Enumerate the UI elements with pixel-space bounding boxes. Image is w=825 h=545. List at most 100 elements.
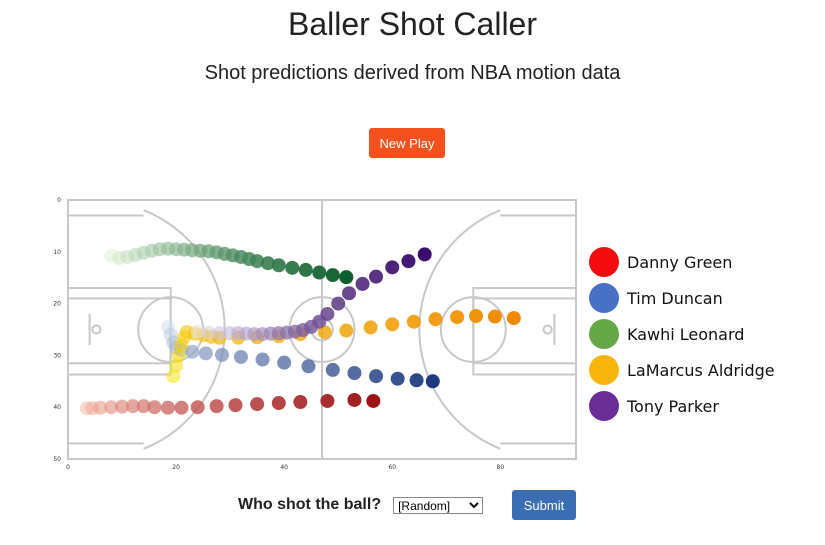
trajectory-point-danny-green [293,395,308,410]
ft-circle-right [439,296,507,363]
trajectory-point-tony-parker [331,296,346,311]
trajectory-point-danny-green [136,399,151,414]
trajectory-point-kawhi-leonard [339,270,354,285]
legend-label-kawhi-leonard: Kawhi Leonard [627,324,745,344]
question-row: Who shot the ball? [Random] [238,490,484,520]
player-legend: Danny Green Tim Duncan Kawhi Leonard LaM… [589,244,775,424]
trajectory-point-tony-parker [355,276,370,291]
legend-swatch-lamarcus-aldridge [589,355,619,385]
page-subtitle: Shot predictions derived from NBA motion… [204,62,621,84]
legend-item-lamarcus-aldridge: LaMarcus Aldridge [589,352,775,388]
trajectory-point-tim-duncan [185,344,200,359]
trajectory-marks [79,241,521,416]
trajectory-point-lamarcus-aldridge [385,317,400,332]
trajectory-point-kawhi-leonard [285,260,300,275]
lane-inner-left [67,297,172,365]
trajectory-point-kawhi-leonard [271,258,286,273]
trajectory-point-tim-duncan [215,347,230,362]
trajectory-point-tony-parker [369,269,384,284]
x-tick-label: 0 [66,464,70,471]
trajectory-point-danny-green [366,393,381,408]
trajectory-point-tim-duncan [255,352,270,367]
trajectory-point-danny-green [228,398,243,413]
trajectory-point-kawhi-leonard [325,268,340,283]
shooter-question: Who shot the ball? [238,496,382,513]
lane-inner-right [472,297,578,365]
y-tick-label: 50 [53,456,61,463]
trajectory-point-tony-parker [212,326,227,341]
legend-label-tony-parker: Tony Parker [627,396,719,416]
trajectory-point-danny-green [93,400,108,415]
y-tick-label: 10 [53,249,61,256]
legend-label-tim-duncan: Tim Duncan [627,288,723,308]
trajectory-point-tony-parker [201,325,216,340]
submit-button[interactable]: Submit [512,490,576,520]
trajectory-point-danny-green [209,399,224,414]
trajectory-point-danny-green [115,399,130,414]
trajectory-point-danny-green [174,400,189,415]
trajectory-point-tony-parker [190,324,205,339]
trajectory-point-tim-duncan [369,369,384,384]
trajectory-point-danny-green [347,392,362,407]
court-plot: 0 20 40 60 80 0 10 20 30 40 50 [40,190,585,477]
trajectory-point-lamarcus-aldridge [406,314,421,329]
legend-swatch-danny-green [589,247,619,277]
trajectory-point-danny-green [190,400,205,415]
legend-swatch-kawhi-leonard [589,319,619,349]
trajectory-point-tim-duncan [233,349,248,364]
trajectory-point-tony-parker [320,306,335,321]
page-title: Baller Shot Caller [288,6,537,42]
trajectory-point-tim-duncan [301,359,316,374]
trajectory-point-tim-duncan [425,374,440,389]
trajectory-point-tim-duncan [390,371,405,386]
trajectory-point-danny-green [125,399,140,414]
legend-item-kawhi-leonard: Kawhi Leonard [589,316,775,352]
trajectory-point-lamarcus-aldridge [363,320,378,335]
trajectory-point-kawhi-leonard [312,265,327,280]
trajectory-point-kawhi-leonard [298,262,313,277]
trajectory-point-kawhi-leonard [260,256,275,271]
x-tick-label: 80 [497,464,505,471]
trajectory-point-lamarcus-aldridge [506,311,521,326]
trajectory-point-tony-parker [401,254,416,269]
trajectory-point-danny-green [271,396,286,411]
legend-label-lamarcus-aldridge: LaMarcus Aldridge [627,360,775,380]
rim-right [542,324,553,335]
trajectory-point-danny-green [104,400,119,415]
trajectory-point-lamarcus-aldridge [317,325,332,340]
trajectory-point-danny-green [147,400,162,415]
trajectory-point-danny-green [160,400,175,415]
shooter-select[interactable]: [Random] [393,496,484,514]
court-chart: 0 20 40 60 80 0 10 20 30 40 50 [53,197,578,471]
three-point-arc-right [418,209,501,450]
y-tick-label: 30 [53,352,61,359]
trajectory-point-lamarcus-aldridge [339,323,354,338]
trajectory-point-tim-duncan [409,373,424,388]
x-tick-label: 20 [172,464,180,471]
trajectory-point-lamarcus-aldridge [469,309,484,324]
legend-swatch-tony-parker [589,391,619,421]
rim-left [91,324,102,335]
x-tick-label: 40 [280,464,288,471]
legend-label-danny-green: Danny Green [627,252,733,272]
trajectory-point-tim-duncan [277,355,292,370]
trajectory-point-tim-duncan [347,366,362,381]
legend-item-danny-green: Danny Green [589,244,775,280]
trajectory-point-tony-parker [385,260,400,275]
trajectory-point-kawhi-leonard [250,254,265,269]
trajectory-point-tim-duncan [325,362,340,377]
y-tick-label: 40 [53,404,61,411]
trajectory-point-lamarcus-aldridge [450,310,465,325]
y-tick-label: 0 [57,197,61,204]
axis-ticks: 0 20 40 60 80 0 10 20 30 40 50 [53,197,504,471]
trajectory-point-danny-green [250,397,265,412]
trajectory-point-lamarcus-aldridge [428,312,443,327]
new-play-button[interactable]: New Play [369,128,445,158]
trajectory-point-tony-parker [342,286,357,301]
x-tick-label: 60 [388,464,396,471]
legend-item-tony-parker: Tony Parker [589,388,775,424]
trajectory-point-tim-duncan [198,346,213,361]
y-tick-label: 20 [53,301,61,308]
trajectory-point-tony-parker [417,247,432,262]
legend-swatch-tim-duncan [589,283,619,313]
